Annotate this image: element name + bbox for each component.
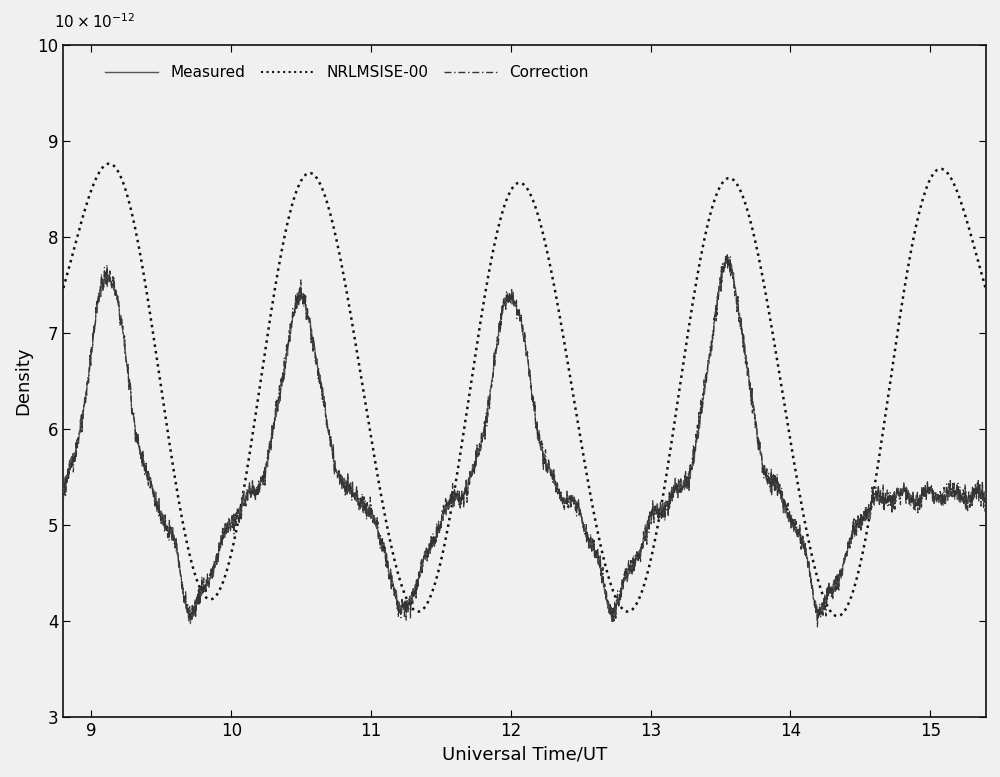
X-axis label: Universal Time/UT: Universal Time/UT (442, 745, 607, 763)
Legend: Measured, NRLMSISE-00, Correction: Measured, NRLMSISE-00, Correction (99, 59, 595, 86)
Y-axis label: Density: Density (14, 347, 32, 415)
Text: $10 \times 10^{-12}$: $10 \times 10^{-12}$ (54, 12, 135, 31)
